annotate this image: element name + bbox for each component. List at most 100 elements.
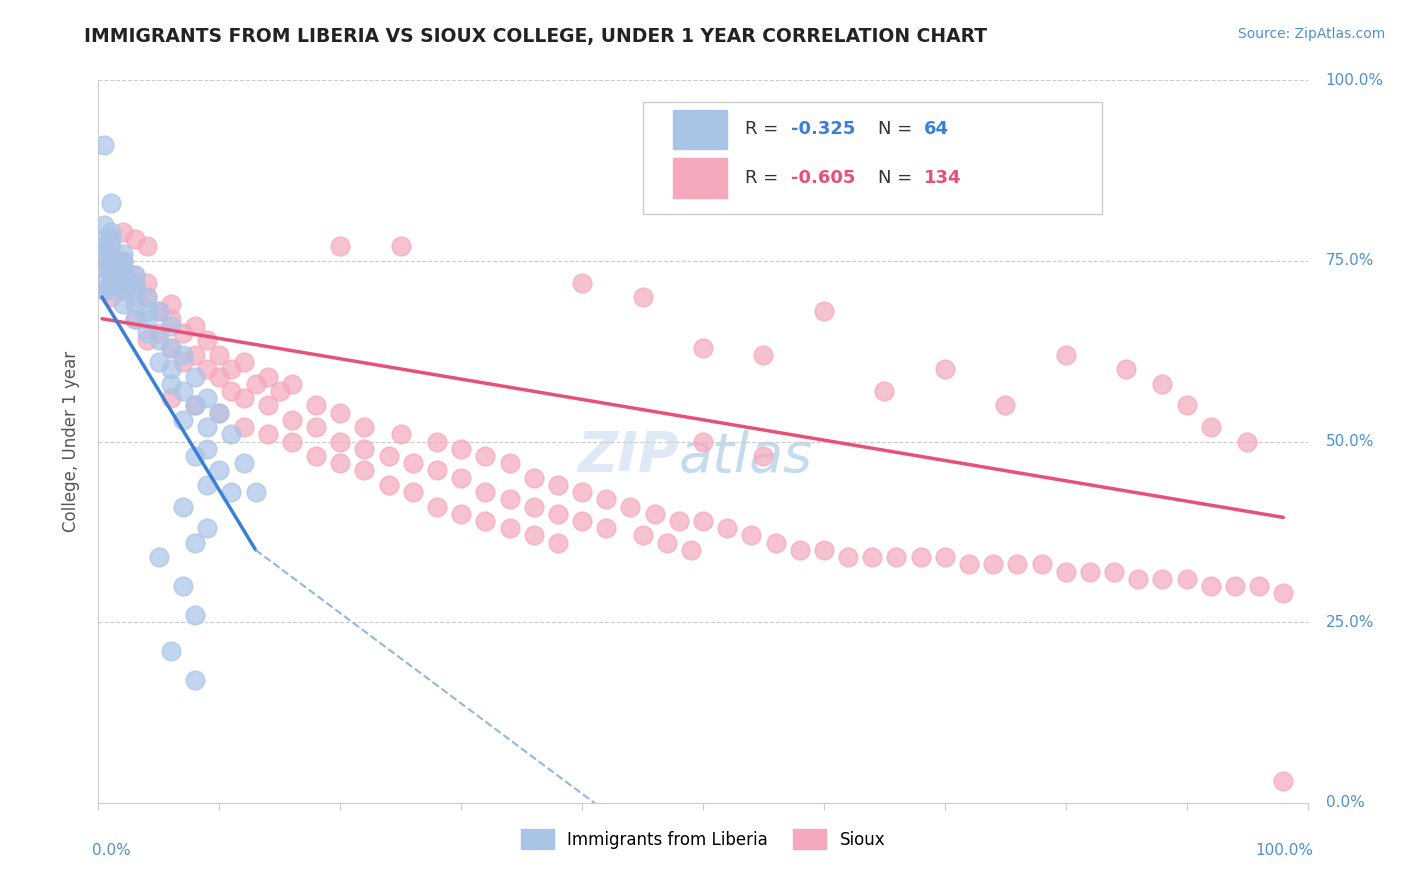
Point xyxy=(221,384,243,398)
Point xyxy=(160,341,183,355)
Point xyxy=(571,514,593,528)
Point xyxy=(208,463,231,477)
Text: 75.0%: 75.0% xyxy=(1326,253,1374,268)
Point xyxy=(111,225,134,239)
Point xyxy=(402,485,425,500)
Legend: Immigrants from Liberia, Sioux: Immigrants from Liberia, Sioux xyxy=(515,822,891,856)
Point xyxy=(111,283,134,297)
FancyBboxPatch shape xyxy=(643,102,1102,214)
Text: 64: 64 xyxy=(924,120,949,138)
Point xyxy=(523,528,546,542)
Point xyxy=(1199,579,1222,593)
Text: -0.325: -0.325 xyxy=(792,120,856,138)
Point xyxy=(93,283,115,297)
Point xyxy=(160,297,183,311)
Point xyxy=(679,542,702,557)
Point xyxy=(195,362,218,376)
Point xyxy=(172,579,194,593)
Point xyxy=(135,239,157,253)
Point xyxy=(195,442,218,456)
Point xyxy=(195,478,218,492)
Text: 0.0%: 0.0% xyxy=(1326,796,1364,810)
Point xyxy=(752,449,775,463)
Point xyxy=(957,558,980,572)
Point xyxy=(135,311,157,326)
Point xyxy=(1115,362,1137,376)
Point xyxy=(93,261,115,276)
Point xyxy=(305,449,328,463)
Point xyxy=(232,355,254,369)
Text: Source: ZipAtlas.com: Source: ZipAtlas.com xyxy=(1237,27,1385,41)
Point xyxy=(571,485,593,500)
Point xyxy=(221,362,243,376)
Text: R =: R = xyxy=(745,169,785,186)
Point xyxy=(111,246,134,260)
Point xyxy=(184,449,207,463)
Point xyxy=(595,521,617,535)
Point xyxy=(389,239,412,253)
Point xyxy=(402,456,425,470)
Point xyxy=(547,535,569,549)
Text: 100.0%: 100.0% xyxy=(1256,843,1313,857)
Point xyxy=(692,434,714,449)
Point xyxy=(1272,586,1295,600)
Point xyxy=(160,318,183,333)
Point xyxy=(100,239,122,253)
Point xyxy=(135,276,157,290)
Point xyxy=(93,261,115,276)
Point xyxy=(1054,348,1077,362)
Point xyxy=(873,384,896,398)
Point xyxy=(1175,398,1198,412)
Text: 0.0%: 0.0% xyxy=(93,843,131,857)
Point xyxy=(160,311,183,326)
Point xyxy=(329,456,352,470)
Point xyxy=(100,196,122,211)
Point xyxy=(1249,579,1271,593)
Point xyxy=(135,334,157,348)
Point xyxy=(208,406,231,420)
Point xyxy=(111,297,134,311)
Point xyxy=(93,138,115,153)
Point xyxy=(631,290,654,304)
Point xyxy=(474,514,496,528)
Point xyxy=(1152,572,1174,586)
Point xyxy=(148,304,170,318)
Point xyxy=(668,514,690,528)
Point xyxy=(184,369,207,384)
Point xyxy=(934,362,956,376)
Point xyxy=(172,348,194,362)
Point xyxy=(124,297,146,311)
Point xyxy=(329,434,352,449)
Point xyxy=(221,485,243,500)
Point xyxy=(716,521,738,535)
Point xyxy=(93,253,115,268)
Point xyxy=(184,318,207,333)
Point xyxy=(474,449,496,463)
Point xyxy=(172,326,194,340)
Point xyxy=(124,268,146,283)
Point xyxy=(740,528,762,542)
Point xyxy=(100,253,122,268)
Point xyxy=(886,550,908,565)
Point xyxy=(426,463,449,477)
Text: IMMIGRANTS FROM LIBERIA VS SIOUX COLLEGE, UNDER 1 YEAR CORRELATION CHART: IMMIGRANTS FROM LIBERIA VS SIOUX COLLEGE… xyxy=(84,27,987,45)
Text: N =: N = xyxy=(879,120,918,138)
Point xyxy=(135,304,157,318)
Point xyxy=(389,427,412,442)
Point xyxy=(910,550,932,565)
Point xyxy=(208,369,231,384)
Point xyxy=(644,507,666,521)
Point xyxy=(353,463,375,477)
Point xyxy=(377,449,399,463)
Point xyxy=(124,283,146,297)
Bar xyxy=(673,110,727,149)
Point xyxy=(692,341,714,355)
Point xyxy=(124,232,146,246)
Point xyxy=(124,290,146,304)
Point xyxy=(160,341,183,355)
Point xyxy=(100,268,122,283)
Point xyxy=(450,470,472,484)
Text: R =: R = xyxy=(745,120,785,138)
Point xyxy=(184,607,207,622)
Point xyxy=(160,362,183,376)
